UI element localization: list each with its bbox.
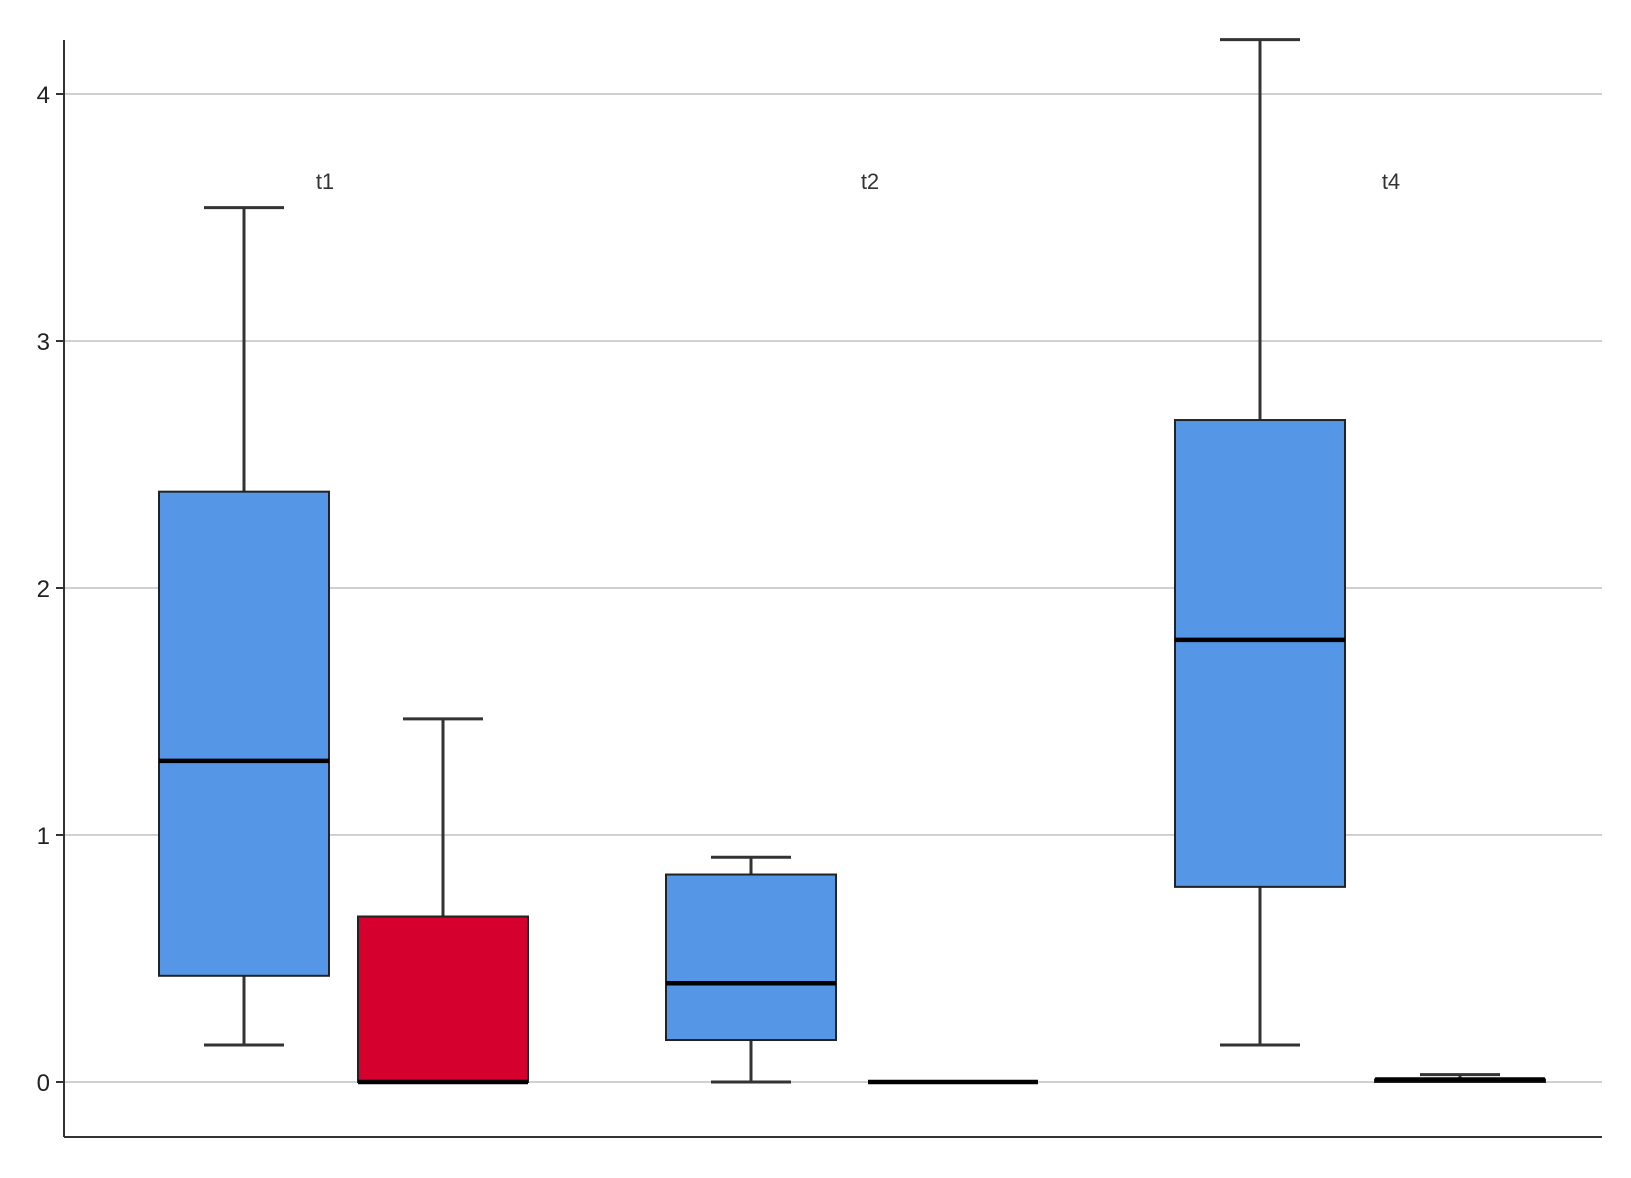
box-t1-red-iqr-box [357, 915, 529, 1084]
y-tick-label-2: 2 [37, 576, 50, 603]
box-t2-blue-iqr-box [665, 873, 837, 1042]
box-t1-blue-iqr-box [158, 490, 330, 977]
group-label-t2: t2 [861, 169, 879, 194]
y-tick-label-1: 1 [37, 823, 50, 850]
y-tick-label-3: 3 [37, 329, 50, 356]
group-label-t4: t4 [1382, 169, 1400, 194]
group-label-t1: t1 [316, 169, 334, 194]
y-tick-label-4: 4 [37, 82, 50, 109]
box-t4-blue-iqr-box [1174, 419, 1346, 888]
y-tick-label-0: 0 [37, 1070, 50, 1097]
